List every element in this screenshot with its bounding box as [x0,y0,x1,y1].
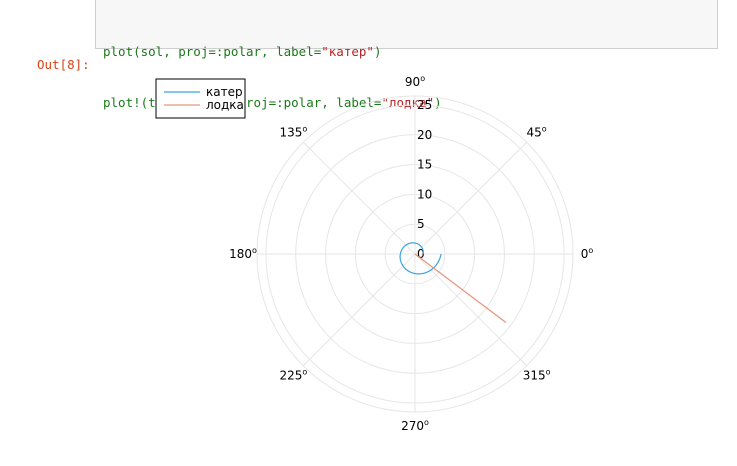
angle-label-value: 270 [401,419,424,433]
grid-spoke [414,253,528,367]
code-string: "катер" [321,44,374,59]
series-line-1 [399,242,442,275]
code-text: ) [373,44,382,59]
legend-label-2: лодка [206,98,244,112]
legend-box [155,78,246,119]
r-tick-label: 15 [417,158,432,172]
code-line-1: plot(sol, proj=:polar, label="катер") [103,43,717,60]
angle-label-value: 0 [581,247,589,261]
angle-label: 270o [401,418,429,433]
angle-label: 315o [523,368,551,383]
r-tick-label: 25 [417,98,432,112]
grid-spoke [414,141,528,255]
output-prompt: Out[8]: [37,57,90,72]
code-text: plot(sol, proj=:polar, label= [103,44,322,59]
angle-label-value: 225 [279,369,302,383]
r-tick-label: 20 [417,128,432,142]
r-tick-label: 5 [417,217,425,231]
grid-spoke [302,253,416,367]
angle-label-value: 315 [523,369,546,383]
r-tick-label: 10 [417,187,432,201]
angle-label-value: 135 [279,125,302,139]
polar-grid [256,95,574,413]
angle-label: 45o [527,124,547,139]
angle-label-value: 180 [229,247,252,261]
grid-spoke [302,141,416,255]
angle-degree-mark: o [542,124,547,133]
series-layer [399,242,507,324]
angle-label-value: 90 [405,75,420,89]
angle-degree-mark: o [252,246,257,255]
angle-degree-mark: o [588,246,593,255]
angle-label: 180o [229,246,257,261]
angle-label: 135o [279,124,307,139]
r-tick-label: 0 [417,247,425,261]
code-text: ) [434,95,442,110]
angle-label: 225o [279,368,307,383]
angle-degree-mark: o [424,418,429,427]
radial-tick-labels: 0 5 10 15 20 25 [417,98,432,261]
angle-degree-mark: o [546,368,551,377]
angle-degree-mark: o [302,124,307,133]
angle-degree-mark: o [420,74,425,83]
angle-degree-mark: o [302,368,307,377]
angle-label-value: 45 [527,125,542,139]
angle-label: 0o [581,246,594,261]
angle-label: 90o [405,74,425,89]
series-line-2 [414,253,507,324]
legend-label-1: катер [206,85,243,99]
